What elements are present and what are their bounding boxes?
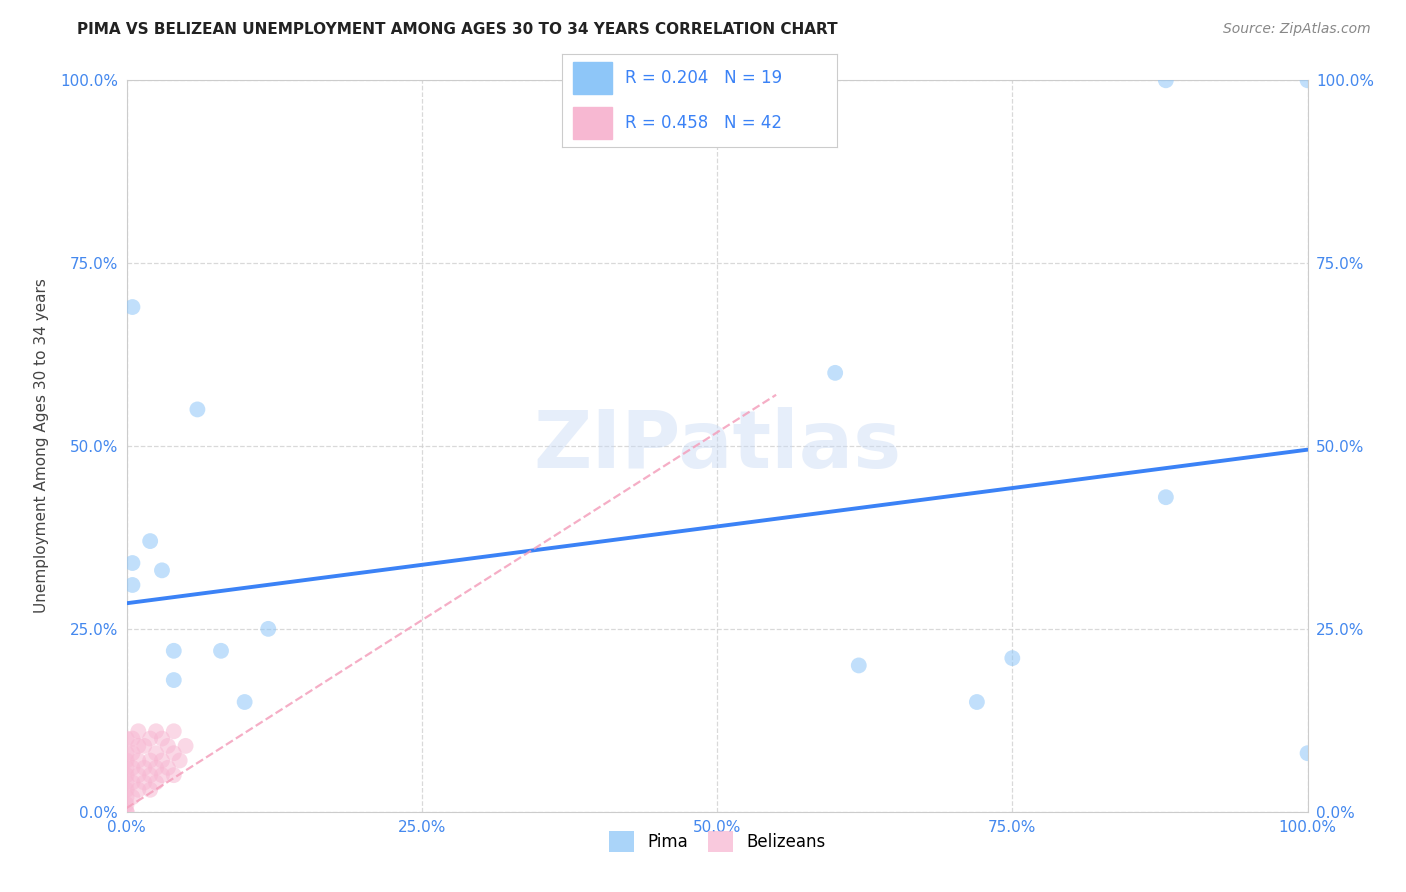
Point (115, 761, 138, 775)
Point (150, 768, 173, 782)
Point (134, 775, 156, 789)
Point (115, 731, 138, 746)
Point (115, 746, 138, 760)
Text: Source: ZipAtlas.com: Source: ZipAtlas.com (1223, 22, 1371, 37)
Point (150, 563, 173, 577)
Point (121, 746, 143, 760)
Point (1154, 73, 1177, 87)
Text: R = 0.204   N = 19: R = 0.204 N = 19 (626, 69, 783, 87)
Point (163, 644, 186, 658)
Point (1296, 73, 1319, 87)
Point (1296, 746, 1319, 760)
Point (156, 761, 179, 775)
Point (121, 731, 143, 746)
Point (134, 739, 156, 753)
Point (115, 805, 138, 819)
Point (163, 673, 186, 687)
Point (127, 782, 149, 797)
Point (115, 790, 138, 805)
Point (163, 746, 186, 760)
Point (145, 775, 167, 789)
Bar (574, 107, 612, 139)
Point (145, 761, 167, 775)
Point (121, 556, 143, 570)
Point (139, 534, 162, 549)
Point (115, 805, 138, 819)
Point (1001, 651, 1024, 665)
Point (848, 658, 870, 673)
Point (121, 300, 143, 314)
Point (127, 768, 149, 782)
Point (156, 739, 179, 753)
Point (966, 695, 988, 709)
Point (127, 754, 149, 768)
Point (115, 768, 138, 782)
Point (121, 775, 143, 789)
Text: ZIPatlas: ZIPatlas (533, 407, 901, 485)
Point (150, 731, 173, 746)
Point (127, 724, 149, 739)
Point (115, 797, 138, 812)
Point (1154, 490, 1177, 504)
Point (115, 754, 138, 768)
Point (186, 402, 208, 417)
Point (174, 739, 197, 753)
Point (169, 754, 191, 768)
Point (139, 731, 162, 746)
Point (139, 754, 162, 768)
Point (121, 761, 143, 775)
Point (824, 366, 846, 380)
Point (127, 739, 149, 753)
Point (115, 775, 138, 789)
Point (145, 724, 167, 739)
Point (121, 790, 143, 805)
Point (233, 695, 256, 709)
Text: PIMA VS BELIZEAN UNEMPLOYMENT AMONG AGES 30 TO 34 YEARS CORRELATION CHART: PIMA VS BELIZEAN UNEMPLOYMENT AMONG AGES… (77, 22, 838, 37)
Point (115, 782, 138, 797)
Legend: Pima, Belizeans: Pima, Belizeans (602, 824, 832, 858)
Text: R = 0.458   N = 42: R = 0.458 N = 42 (626, 114, 783, 132)
Point (139, 768, 162, 782)
Point (139, 782, 162, 797)
Point (257, 622, 280, 636)
Point (121, 578, 143, 592)
Point (150, 754, 173, 768)
Y-axis label: Unemployment Among Ages 30 to 34 years: Unemployment Among Ages 30 to 34 years (34, 278, 49, 614)
Point (145, 746, 167, 760)
Point (209, 644, 232, 658)
Bar (574, 62, 612, 94)
Point (163, 724, 186, 739)
Point (134, 761, 156, 775)
Point (163, 768, 186, 782)
